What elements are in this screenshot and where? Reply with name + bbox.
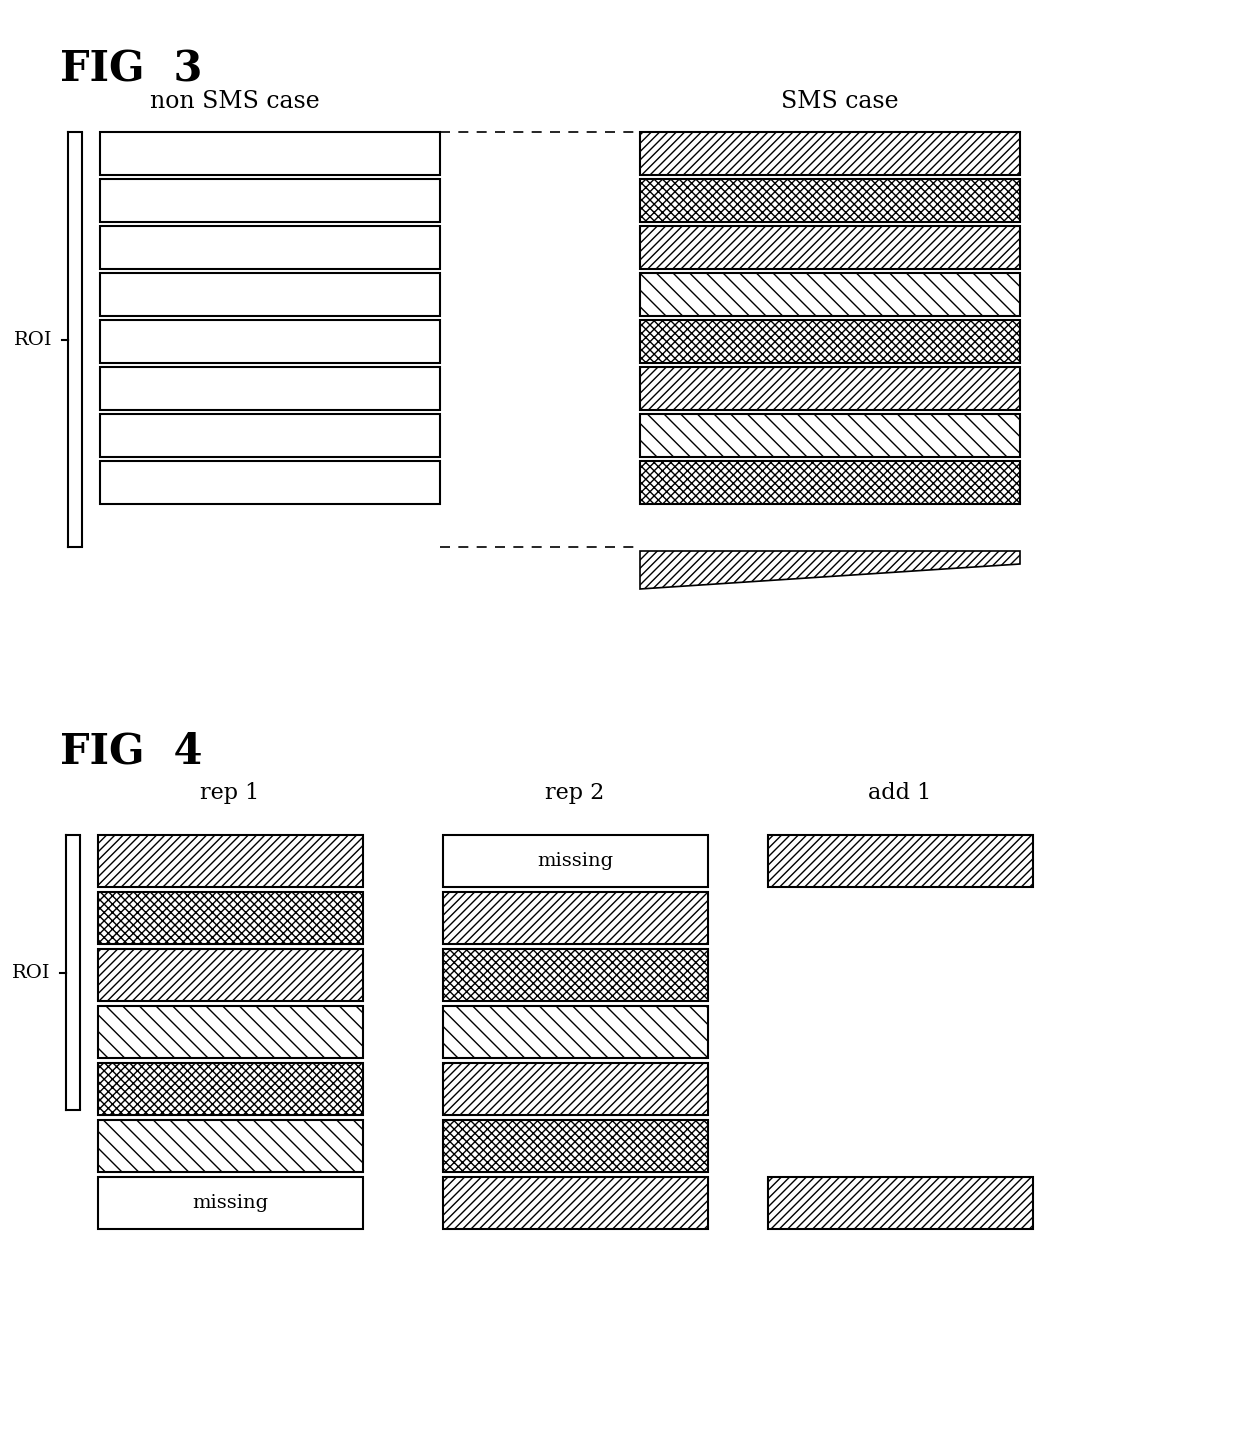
Text: missing: missing	[192, 1194, 269, 1212]
Text: missing: missing	[537, 853, 614, 870]
Bar	[640, 320, 1021, 363]
Bar	[98, 1121, 363, 1172]
Bar	[100, 274, 440, 317]
Bar	[443, 1121, 708, 1172]
Bar	[640, 461, 1021, 504]
Text: SMS case: SMS case	[781, 90, 899, 113]
Bar	[640, 414, 1021, 457]
Bar	[443, 949, 708, 1002]
Bar	[443, 1063, 708, 1115]
Bar	[98, 891, 363, 944]
Bar	[100, 132, 440, 175]
Bar	[98, 1063, 363, 1115]
Bar	[100, 414, 440, 457]
Text: rep 1: rep 1	[201, 782, 259, 804]
Bar	[768, 835, 1033, 887]
Bar	[98, 1176, 363, 1230]
Text: FIG  4: FIG 4	[60, 729, 202, 772]
Bar	[100, 320, 440, 363]
Bar	[100, 367, 440, 410]
Text: add 1: add 1	[868, 782, 931, 804]
Bar	[640, 226, 1021, 269]
Bar	[443, 891, 708, 944]
Polygon shape	[640, 552, 1021, 589]
Bar	[98, 1006, 363, 1058]
Bar	[100, 226, 440, 269]
Bar	[768, 1176, 1033, 1230]
Text: ROI: ROI	[14, 331, 52, 348]
Bar	[640, 367, 1021, 410]
Text: ROI: ROI	[11, 963, 50, 982]
Bar	[640, 179, 1021, 222]
Text: non SMS case: non SMS case	[150, 90, 320, 113]
Bar	[100, 461, 440, 504]
Bar	[443, 1176, 708, 1230]
Bar	[100, 179, 440, 222]
Text: FIG  3: FIG 3	[60, 47, 202, 90]
Text: rep 2: rep 2	[546, 782, 605, 804]
Bar	[640, 274, 1021, 317]
Bar	[98, 949, 363, 1002]
Bar	[98, 835, 363, 887]
Bar	[443, 835, 708, 887]
Bar	[640, 132, 1021, 175]
Bar	[443, 1006, 708, 1058]
